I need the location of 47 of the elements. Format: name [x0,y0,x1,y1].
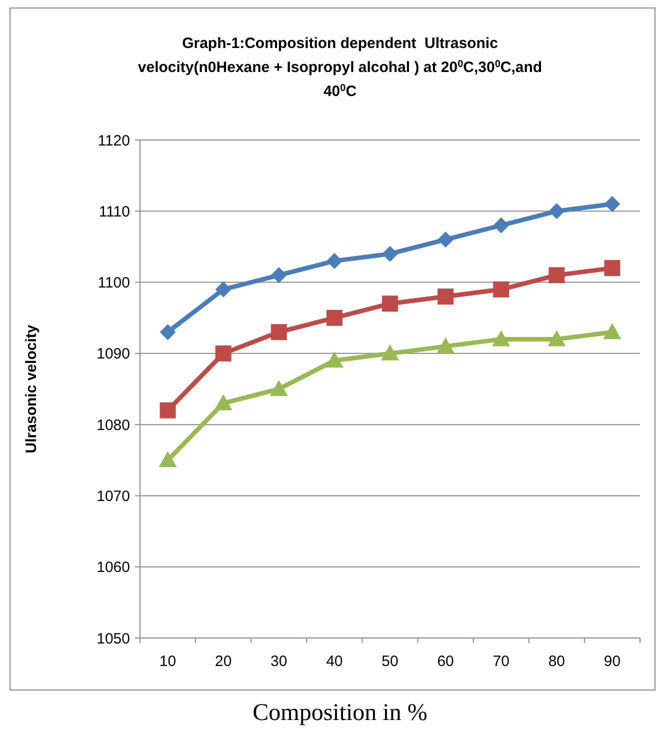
point [381,344,399,360]
point [604,260,620,276]
point [548,203,565,220]
point [214,394,232,410]
point [270,380,288,396]
y-tick-label: 1080 [96,416,130,434]
point [438,288,454,305]
point [492,330,510,346]
point [382,246,398,262]
point [215,281,232,298]
x-tick-label: 40 [326,653,343,670]
y-tick-label: 1120 [98,132,130,150]
point [604,196,620,212]
point [493,281,510,298]
point [270,267,287,284]
chart-title: Graph-1:Composition dependent Ultrasonic velocity(n0Hexane + Isopropyl alcohal ) at 20$^{0}$C,30$^{0}$C,and 40$^{0}$C [138,35,542,100]
x-tick-label: 50 [382,653,398,670]
x-tick-label: 20 [214,653,232,670]
y-tick-label: 1060 [96,559,130,576]
point [603,323,622,340]
point [160,324,176,340]
point [325,352,344,368]
x-tick-label: 70 [492,653,510,670]
y-tick-label: 1100 [98,274,130,292]
point [382,296,398,312]
point [548,330,566,346]
point [215,345,232,362]
point [158,451,177,468]
x-axis-title: Composition in % [252,700,428,726]
x-tick-label: 60 [437,653,454,670]
y-axis-title: Ulrasonic velocity [23,324,40,454]
point [326,252,342,269]
point [270,324,287,340]
y-tick-label: 1110 [98,203,130,220]
point [326,310,342,326]
x-tick-label: 30 [270,653,288,670]
y-tick-label: 1090 [96,346,130,363]
y-tick-label: 1070 [96,488,130,505]
point [160,402,176,418]
point [438,232,454,248]
point [548,267,565,284]
x-tick-label: 90 [604,653,621,670]
x-tick-label: 10 [159,653,176,670]
x-tick-label: 80 [548,653,566,670]
point [493,217,510,234]
point [436,337,455,354]
y-tick-label: 1050 [96,630,130,648]
